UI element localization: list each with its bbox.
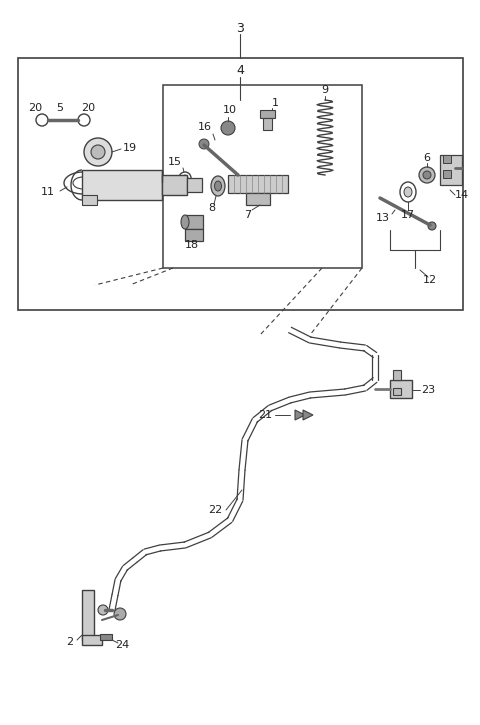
Bar <box>185 229 203 241</box>
Polygon shape <box>303 410 313 420</box>
Circle shape <box>428 222 436 230</box>
Circle shape <box>84 138 112 166</box>
Bar <box>82 170 162 200</box>
Bar <box>393 388 401 395</box>
Text: 9: 9 <box>322 85 329 95</box>
Text: 22: 22 <box>208 505 222 515</box>
Bar <box>82 635 102 645</box>
Bar <box>260 110 275 118</box>
Bar <box>263 118 272 130</box>
Text: 23: 23 <box>421 385 435 395</box>
Circle shape <box>423 171 431 179</box>
Bar <box>162 175 187 195</box>
Bar <box>440 155 462 185</box>
Bar <box>187 178 202 192</box>
Circle shape <box>98 605 108 615</box>
Circle shape <box>199 139 209 149</box>
Text: 17: 17 <box>401 210 415 220</box>
Bar <box>185 215 203 229</box>
Ellipse shape <box>211 176 225 196</box>
Ellipse shape <box>404 187 412 197</box>
Text: 7: 7 <box>244 210 252 220</box>
Text: 15: 15 <box>168 157 182 167</box>
Text: 24: 24 <box>115 640 129 650</box>
Bar <box>82 195 97 205</box>
Text: 8: 8 <box>208 203 216 213</box>
Bar <box>443 155 451 163</box>
Text: 14: 14 <box>455 190 469 200</box>
Text: 6: 6 <box>423 153 431 163</box>
Text: 20: 20 <box>81 103 95 113</box>
Bar <box>390 380 412 398</box>
Text: 20: 20 <box>28 103 42 113</box>
Polygon shape <box>295 410 305 420</box>
Ellipse shape <box>215 181 221 191</box>
Text: 3: 3 <box>236 22 244 35</box>
Bar <box>100 634 112 640</box>
Bar <box>246 193 270 205</box>
Text: 1: 1 <box>272 98 278 108</box>
Text: 16: 16 <box>198 122 212 132</box>
Bar <box>393 370 401 380</box>
Bar <box>82 590 94 640</box>
Circle shape <box>182 175 188 181</box>
Circle shape <box>419 167 435 183</box>
Text: 19: 19 <box>123 143 137 153</box>
Text: 5: 5 <box>57 103 63 113</box>
Circle shape <box>114 608 126 620</box>
Text: 21: 21 <box>258 410 272 420</box>
Circle shape <box>221 121 235 135</box>
Circle shape <box>91 145 105 159</box>
Text: 12: 12 <box>423 275 437 285</box>
Bar <box>443 170 451 178</box>
Bar <box>228 175 288 193</box>
Text: 2: 2 <box>66 637 73 647</box>
Ellipse shape <box>181 215 189 229</box>
Bar <box>18 58 463 310</box>
Text: 18: 18 <box>185 240 199 250</box>
Text: 13: 13 <box>376 213 390 223</box>
Bar <box>163 85 362 268</box>
Text: 11: 11 <box>41 187 55 197</box>
Text: 10: 10 <box>223 105 237 115</box>
Text: 4: 4 <box>236 64 244 77</box>
